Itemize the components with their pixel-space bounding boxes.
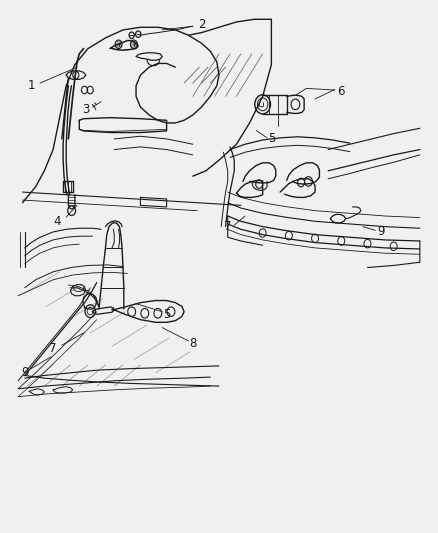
Text: 1: 1 [28, 79, 35, 92]
Text: 2: 2 [198, 18, 205, 31]
Circle shape [131, 40, 138, 49]
Text: 4: 4 [54, 215, 61, 228]
Text: 6: 6 [338, 85, 345, 98]
Text: 3: 3 [82, 103, 89, 116]
Text: 9: 9 [21, 366, 28, 379]
Text: 7: 7 [224, 220, 231, 233]
Text: 5: 5 [163, 308, 170, 321]
Text: 9: 9 [377, 225, 384, 238]
Circle shape [115, 40, 122, 49]
Text: 8: 8 [189, 337, 197, 350]
Text: 5: 5 [268, 132, 275, 146]
Text: 7: 7 [49, 342, 57, 356]
